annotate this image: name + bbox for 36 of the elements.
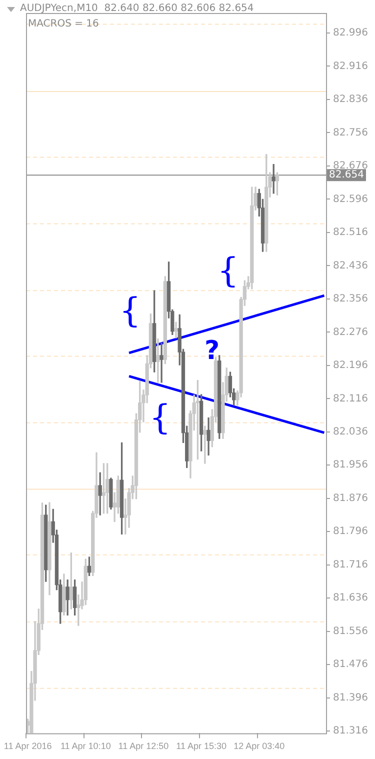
y-tick-label: 81.636 <box>333 592 368 604</box>
y-tick-label: 82.276 <box>333 326 368 338</box>
y-tick-label: 82.756 <box>333 127 368 138</box>
y-tick-label: 81.316 <box>333 726 368 737</box>
x-tick-label: 11 Apr 15:30 <box>176 741 226 752</box>
y-tick-label: 81.956 <box>333 460 368 471</box>
y-tick-label: 81.476 <box>333 659 368 670</box>
y-tick-label: 82.436 <box>333 260 368 272</box>
candlestick <box>160 342 164 383</box>
annotation: MACROS = 16 <box>28 18 99 30</box>
y-tick-label: 81.396 <box>333 692 368 704</box>
x-tick-label: 11 Apr 12:50 <box>118 741 169 752</box>
candlestick <box>174 322 178 338</box>
x-tick-label: 11 Apr 10:10 <box>60 741 111 752</box>
y-tick-label: 81.716 <box>333 559 368 570</box>
y-tick-label: 81.876 <box>333 492 368 504</box>
y-tick-label: 82.516 <box>333 227 368 238</box>
annotation: ? <box>204 336 220 366</box>
y-tick-label: 82.356 <box>333 294 368 305</box>
y-tick-label: 82.596 <box>333 194 368 205</box>
y-tick-label: 82.836 <box>333 94 368 106</box>
y-tick-label: 82.916 <box>333 60 368 72</box>
y-tick-label: 82.036 <box>333 426 368 438</box>
ref-line-label: 82.654 <box>329 170 364 181</box>
annotation: { <box>149 398 171 438</box>
chart-title: AUDJPYecn,M10 82.640 82.660 82.606 82.654 <box>20 3 254 14</box>
y-tick-label: 81.796 <box>333 526 368 538</box>
y-tick-label: 81.556 <box>333 626 368 637</box>
y-tick-label: 82.196 <box>333 360 368 372</box>
y-tick-label: 82.996 <box>333 28 368 39</box>
y-tick-label: 82.116 <box>333 393 368 404</box>
x-tick-label: 12 Apr 03:40 <box>234 741 285 752</box>
x-tick-label: 11 Apr 2016 <box>4 741 52 752</box>
candlestick <box>156 338 160 383</box>
annotation: { <box>217 250 239 291</box>
annotation: { <box>119 290 141 331</box>
